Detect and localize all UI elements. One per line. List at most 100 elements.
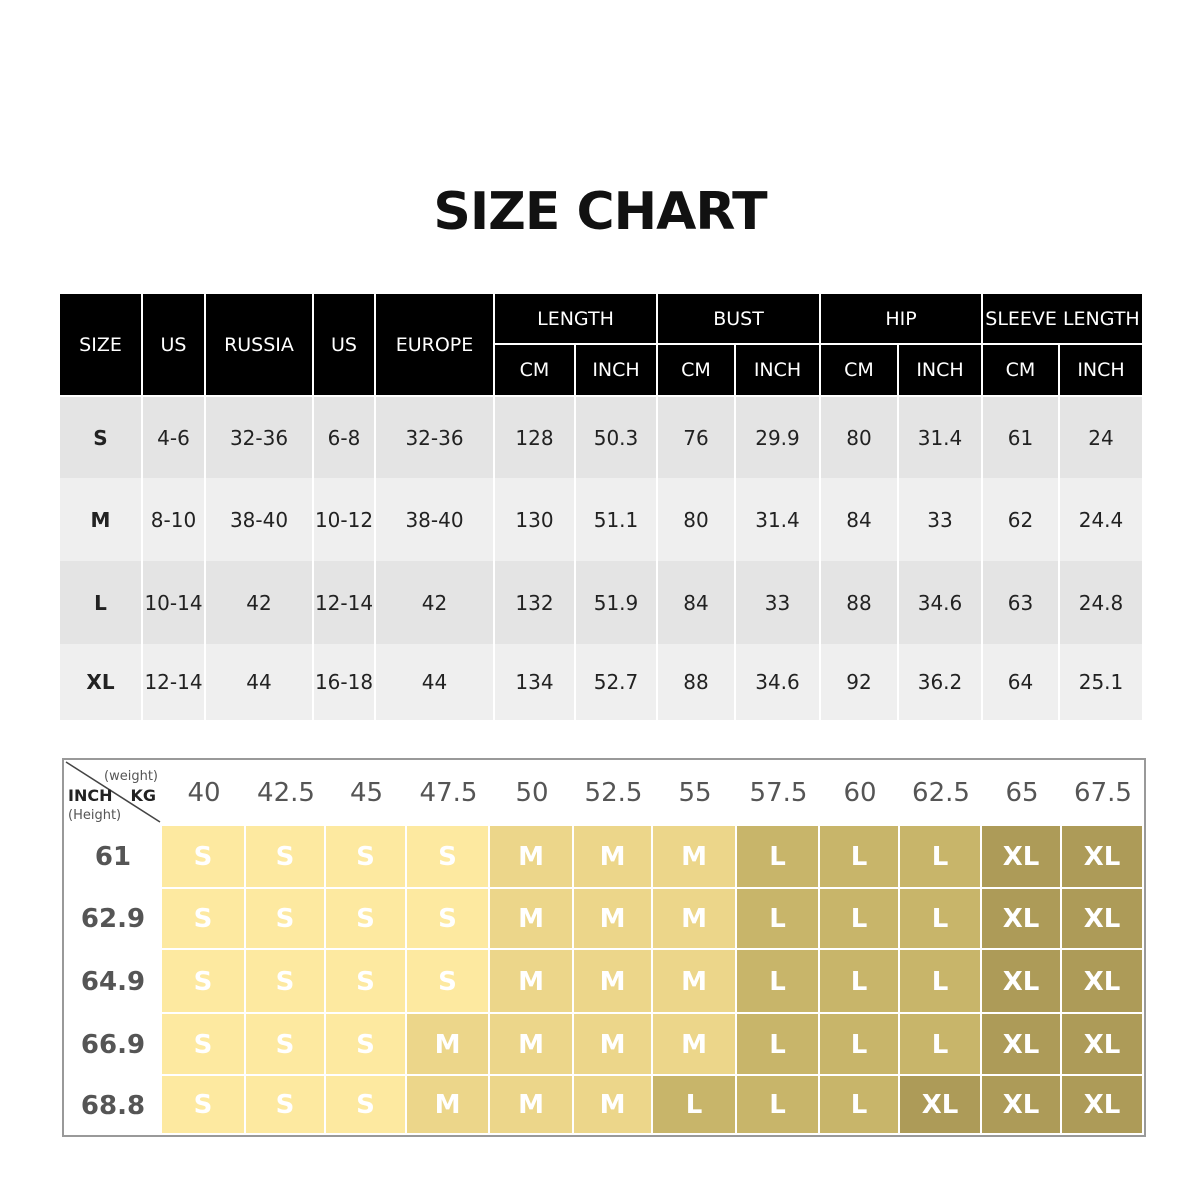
corner-header: (weight) KG INCH (Height) <box>65 761 161 823</box>
table-cell: 38-40 <box>205 478 314 561</box>
size-cell: M <box>490 826 574 889</box>
size-cell: L <box>820 1076 900 1135</box>
table-cell: 8-10 <box>142 478 206 561</box>
table-cell: 38-40 <box>375 478 495 561</box>
size-cell: L <box>900 889 982 950</box>
table-cell: 34.6 <box>735 644 821 720</box>
table-cell: 50.3 <box>575 396 658 478</box>
size-cell: L <box>737 950 820 1014</box>
height-header: 68.8 <box>80 1091 146 1121</box>
weight-header: 65 <box>1005 778 1039 808</box>
size-cell: S <box>407 889 490 950</box>
table-cell: 31.4 <box>735 478 821 561</box>
table-cell: 128 <box>494 396 576 478</box>
height-header: 61 <box>94 842 132 872</box>
table-cell: 52.7 <box>575 644 658 720</box>
table-row: M 8-10 38-40 10-12 38-40 130 51.1 80 31.4 84 33 62 2… <box>60 478 1144 561</box>
size-cell: L <box>60 561 143 644</box>
size-cell: S <box>162 950 246 1014</box>
weight-header: 57.5 <box>749 778 808 808</box>
table-cell: 132 <box>494 561 576 644</box>
table-cell: 6-8 <box>313 396 376 478</box>
table-cell: 24.4 <box>1059 478 1144 561</box>
size-cell: XL <box>982 826 1062 889</box>
table-cell: 32-36 <box>205 396 314 478</box>
header-cm: CM <box>982 344 1060 397</box>
weight-header: 42.5 <box>257 778 315 808</box>
size-cell: XL <box>982 1076 1062 1135</box>
size-cell: S <box>162 889 246 950</box>
header-us: US <box>313 294 376 397</box>
size-cell: S <box>246 826 326 889</box>
measurement-table: SIZE US RUSSIA US EUROPE LENGTH BUST HIP… <box>60 294 1144 720</box>
header-cm: CM <box>820 344 899 397</box>
size-cell: M <box>490 950 574 1014</box>
table-cell: 24 <box>1059 396 1144 478</box>
table-cell: 92 <box>820 644 899 720</box>
size-cell: L <box>820 950 900 1014</box>
table-cell: 32-36 <box>375 396 495 478</box>
size-cell: S <box>246 1076 326 1135</box>
size-cell: S <box>407 826 490 889</box>
size-cell: M <box>653 826 737 889</box>
size-cell: M <box>574 1076 653 1135</box>
weight-header: 62.5 <box>912 778 970 808</box>
header-inch: INCH <box>575 344 658 397</box>
size-cell: S <box>246 889 326 950</box>
table-cell: 4-6 <box>142 396 206 478</box>
table-cell: 24.8 <box>1059 561 1144 644</box>
header-size: SIZE <box>60 294 143 397</box>
size-cell: S <box>326 1076 407 1135</box>
size-cell: M <box>574 889 653 950</box>
table-cell: 134 <box>494 644 576 720</box>
table-cell: 31.4 <box>898 396 983 478</box>
size-cell: L <box>653 1076 737 1135</box>
table-cell: 25.1 <box>1059 644 1144 720</box>
size-cell: M <box>60 478 143 561</box>
size-cell: L <box>737 889 820 950</box>
table-cell: 33 <box>898 478 983 561</box>
size-cell: S <box>246 1014 326 1076</box>
header-cm: CM <box>494 344 576 397</box>
size-cell: L <box>737 1076 820 1135</box>
table-cell: 84 <box>820 478 899 561</box>
size-cell: M <box>574 826 653 889</box>
size-cell: L <box>900 826 982 889</box>
weight-header: 55 <box>678 778 712 808</box>
size-cell: M <box>407 1076 490 1135</box>
weight-header: 67.5 <box>1074 778 1132 808</box>
size-cell: L <box>737 826 820 889</box>
size-cell: S <box>326 1014 407 1076</box>
header-cm: CM <box>657 344 736 397</box>
table-cell: 80 <box>657 478 736 561</box>
size-cell: L <box>820 826 900 889</box>
size-cell: S <box>326 826 407 889</box>
size-cell: XL <box>900 1076 982 1135</box>
height-header: 64.9 <box>80 967 146 997</box>
table-cell: 88 <box>820 561 899 644</box>
size-cell: S <box>326 950 407 1014</box>
size-cell: M <box>653 950 737 1014</box>
table-cell: 36.2 <box>898 644 983 720</box>
size-cell: M <box>490 1076 574 1135</box>
size-cell: M <box>407 1014 490 1076</box>
size-cell: S <box>246 950 326 1014</box>
header-sleeve-length: SLEEVE LENGTH <box>982 294 1144 345</box>
weight-header: 50 <box>515 778 549 808</box>
table-cell: 80 <box>820 396 899 478</box>
weight-header: 52.5 <box>584 778 643 808</box>
size-cell: XL <box>982 1014 1062 1076</box>
header-inch: INCH <box>735 344 821 397</box>
table-cell: 42 <box>205 561 314 644</box>
table-cell: 44 <box>205 644 314 720</box>
size-fit-grid: (weight) KG INCH (Height) 40 42.5 45 47.5 50… <box>62 758 1146 1137</box>
height-header: 66.9 <box>80 1030 146 1060</box>
table-cell: 51.9 <box>575 561 658 644</box>
size-cell: L <box>820 889 900 950</box>
size-cell: XL <box>60 644 143 720</box>
size-cell: M <box>574 1014 653 1076</box>
diagonal-divider <box>65 761 161 823</box>
header-inch: INCH <box>898 344 983 397</box>
table-cell: 64 <box>982 644 1060 720</box>
table-row: L 10-14 42 12-14 42 132 51.9 84 33 88 34.6 63 24.8 <box>60 561 1144 644</box>
